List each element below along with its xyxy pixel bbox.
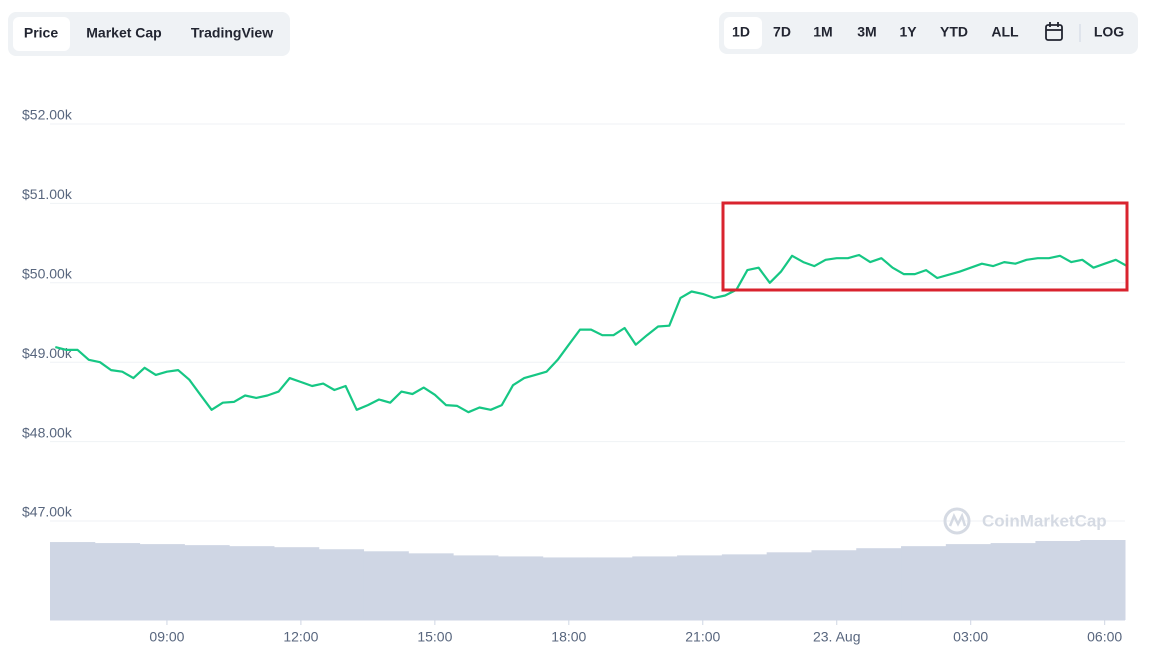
tab[interactable]: Market Cap	[86, 25, 161, 41]
volume-bar	[50, 542, 96, 620]
y-tick-label: $48.00k	[22, 424, 73, 440]
volume-bar	[453, 555, 499, 620]
volume-bar	[94, 543, 141, 620]
x-tick-label: 06:00	[1087, 629, 1122, 645]
tab-group	[8, 12, 290, 56]
range-button[interactable]: 1Y	[899, 24, 917, 40]
volume-bar	[273, 547, 320, 620]
x-tick-label: 15:00	[417, 629, 452, 645]
volume-bar	[677, 555, 723, 620]
range-button[interactable]: 1D	[732, 24, 750, 40]
watermark-text: CoinMarketCap	[982, 511, 1107, 530]
volume-bar	[811, 550, 857, 620]
y-tick-label: $52.00k	[22, 107, 73, 123]
range-button[interactable]: ALL	[991, 24, 1019, 40]
x-tick-label: 09:00	[149, 629, 184, 645]
volume-bar	[229, 546, 275, 620]
y-tick-label: $50.00k	[22, 265, 73, 281]
y-tick-label: $47.00k	[22, 504, 73, 520]
volume-bar	[587, 557, 633, 620]
tab-selected	[13, 17, 70, 51]
volume-bar	[945, 544, 992, 620]
volume-bar	[856, 548, 902, 620]
x-tick-label: 03:00	[953, 629, 988, 645]
volume-bar	[542, 557, 588, 620]
x-tick-label: 12:00	[283, 629, 318, 645]
volume-bar	[184, 545, 230, 620]
plot: $47.00k $48.00k $49.00k $50.00k $51.00k $52.0…	[22, 107, 1128, 645]
price-line	[55, 253, 1128, 414]
volume-bar	[408, 553, 454, 620]
y-tick-label: $51.00k	[22, 186, 73, 202]
x-tick-label: 21:00	[685, 629, 720, 645]
tab[interactable]: Price	[24, 25, 58, 41]
log-button[interactable]: LOG	[1094, 24, 1124, 40]
range-button[interactable]: 7D	[773, 24, 791, 40]
range-group	[719, 12, 1138, 54]
y-tick-label: $49.00k	[22, 345, 73, 361]
range-button[interactable]: 1M	[813, 24, 832, 40]
volume-bar	[318, 549, 365, 620]
range-button[interactable]: YTD	[940, 24, 968, 40]
volume-bar	[139, 544, 185, 620]
volume-bar	[901, 546, 947, 620]
range-button[interactable]: 3M	[857, 24, 876, 40]
volume-bar	[632, 556, 678, 620]
highlight-box	[721, 201, 1129, 292]
calendar-icon[interactable]	[1045, 22, 1063, 41]
x-tick-label: 23. Aug	[813, 629, 861, 645]
watermark: CoinMarketCap	[943, 507, 1107, 535]
volume-bar	[1080, 540, 1126, 620]
volume-bar	[497, 556, 544, 620]
volume-bar	[766, 552, 812, 620]
volume-bar	[363, 551, 409, 620]
volume-bar	[721, 554, 768, 620]
range-selected	[724, 17, 762, 49]
volume-bar	[990, 543, 1036, 620]
volume-bar	[1035, 541, 1081, 620]
tab[interactable]: TradingView	[191, 25, 273, 41]
x-tick-label: 18:00	[551, 629, 586, 645]
